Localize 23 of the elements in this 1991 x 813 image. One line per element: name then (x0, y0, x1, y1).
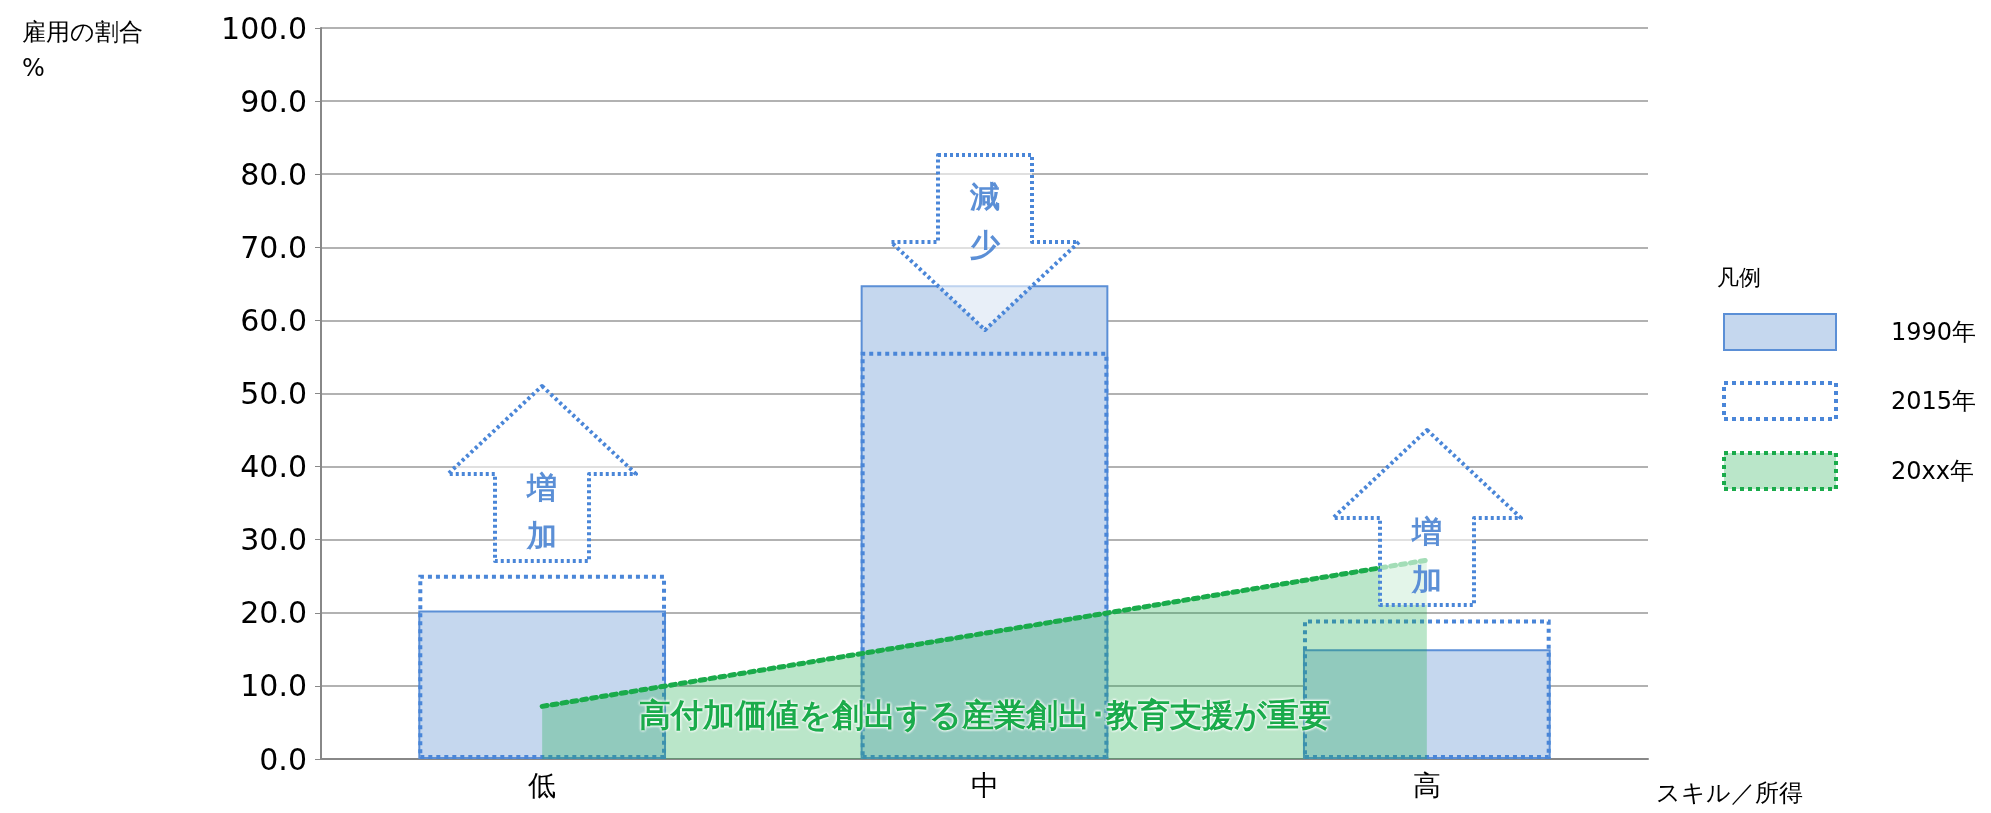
y-tick-label: 20.0 (240, 595, 307, 631)
y-tick-label: 90.0 (240, 83, 307, 119)
legend-label: 1990年 (1891, 318, 1977, 346)
x-tick-label: 低 (528, 768, 557, 802)
y-axis-title: 雇用の割合 % (22, 18, 143, 82)
y-tick-label: 40.0 (240, 449, 307, 485)
y-tick-label: 80.0 (240, 156, 307, 192)
x-tick-label: 高 (1412, 768, 1441, 802)
y-tick-label: 30.0 (240, 522, 307, 558)
legend-label: 20xx年 (1891, 457, 1974, 485)
annotation: 増加 (525, 468, 559, 555)
annotation: 減少 (968, 177, 1001, 264)
x-axis-title: スキル／所得 (1656, 779, 1803, 807)
y-tick-label: 50.0 (240, 376, 307, 411)
y-tick-label: 0.0 (259, 741, 307, 777)
x-tick-label: 中 (970, 768, 999, 802)
legend-label: 2015年 (1891, 387, 1977, 415)
legend-title: 凡例 (1717, 264, 1761, 290)
annotation: 増加 (1410, 513, 1443, 600)
y-tick-label: 100.0 (221, 10, 307, 46)
y-tick-label: 70.0 (240, 229, 307, 265)
y-tick-label: 10.0 (240, 668, 307, 704)
y-tick-label: 60.0 (240, 302, 307, 338)
